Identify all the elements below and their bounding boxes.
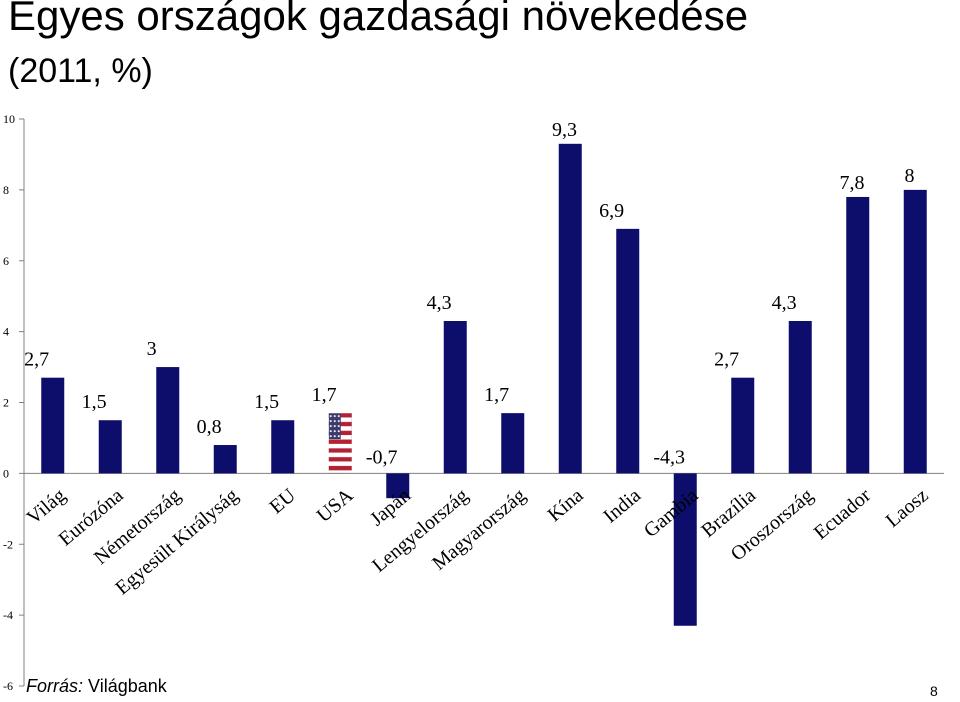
source-text: Világbank <box>83 676 167 696</box>
y-tick-label: -6 <box>3 679 13 693</box>
category-label: Világ <box>23 484 70 529</box>
category-label: USA <box>313 484 358 527</box>
bar-5 <box>328 413 352 474</box>
bar-9 <box>558 143 582 474</box>
data-label: 2,7 <box>24 349 49 371</box>
category-label: Ecuador <box>810 484 875 544</box>
data-label: 1,7 <box>312 384 337 406</box>
data-label: 9,3 <box>552 119 577 141</box>
y-tick-label: 4 <box>3 325 9 339</box>
bar-0 <box>41 377 65 474</box>
data-label: 7,8 <box>840 172 865 194</box>
y-tick-label: -4 <box>3 608 13 622</box>
bar-10 <box>616 228 640 474</box>
source-prefix: Forrás: <box>26 676 84 696</box>
bar-14 <box>846 196 870 474</box>
data-label: 1,5 <box>254 391 279 413</box>
data-label: 2,7 <box>714 349 739 371</box>
chart-subtitle: (2011, %) <box>8 52 153 90</box>
data-label: -0,7 <box>366 446 398 468</box>
bar-13 <box>788 320 812 474</box>
bar-7 <box>443 320 467 474</box>
bar-12 <box>731 377 755 474</box>
page-number: 8 <box>930 683 938 699</box>
source-note: Forrás: Világbank <box>26 676 167 697</box>
y-tick-label: 10 <box>3 112 15 126</box>
bar-4 <box>271 420 295 474</box>
y-tick-label: 0 <box>3 466 9 480</box>
data-label: 1,5 <box>82 391 107 413</box>
data-label: 4,3 <box>772 292 797 314</box>
y-tick-label: 2 <box>3 396 9 410</box>
data-label: 4,3 <box>427 292 452 314</box>
chart-title: Egyes országok gazdasági növekedése <box>8 0 749 39</box>
data-label: 1,7 <box>484 384 509 406</box>
category-label: Laosz <box>882 484 933 532</box>
data-label: 6,9 <box>599 200 624 222</box>
category-label: Kína <box>544 484 588 526</box>
y-tick-label: 6 <box>3 254 9 268</box>
bar-3 <box>213 445 237 474</box>
bar-8 <box>501 413 525 474</box>
data-label: -4,3 <box>653 446 685 468</box>
category-label: India <box>599 484 645 527</box>
bar-15 <box>903 189 927 474</box>
data-label: 0,8 <box>197 416 222 438</box>
bar-6 <box>386 473 410 499</box>
y-tick-label: 8 <box>3 183 9 197</box>
category-label: EU <box>265 484 300 518</box>
bar-11 <box>673 473 697 626</box>
data-label: 8 <box>905 165 915 187</box>
bar-2 <box>156 367 180 474</box>
bar-1 <box>98 420 122 474</box>
data-label: 3 <box>147 338 157 360</box>
y-tick-label: -2 <box>3 537 13 551</box>
